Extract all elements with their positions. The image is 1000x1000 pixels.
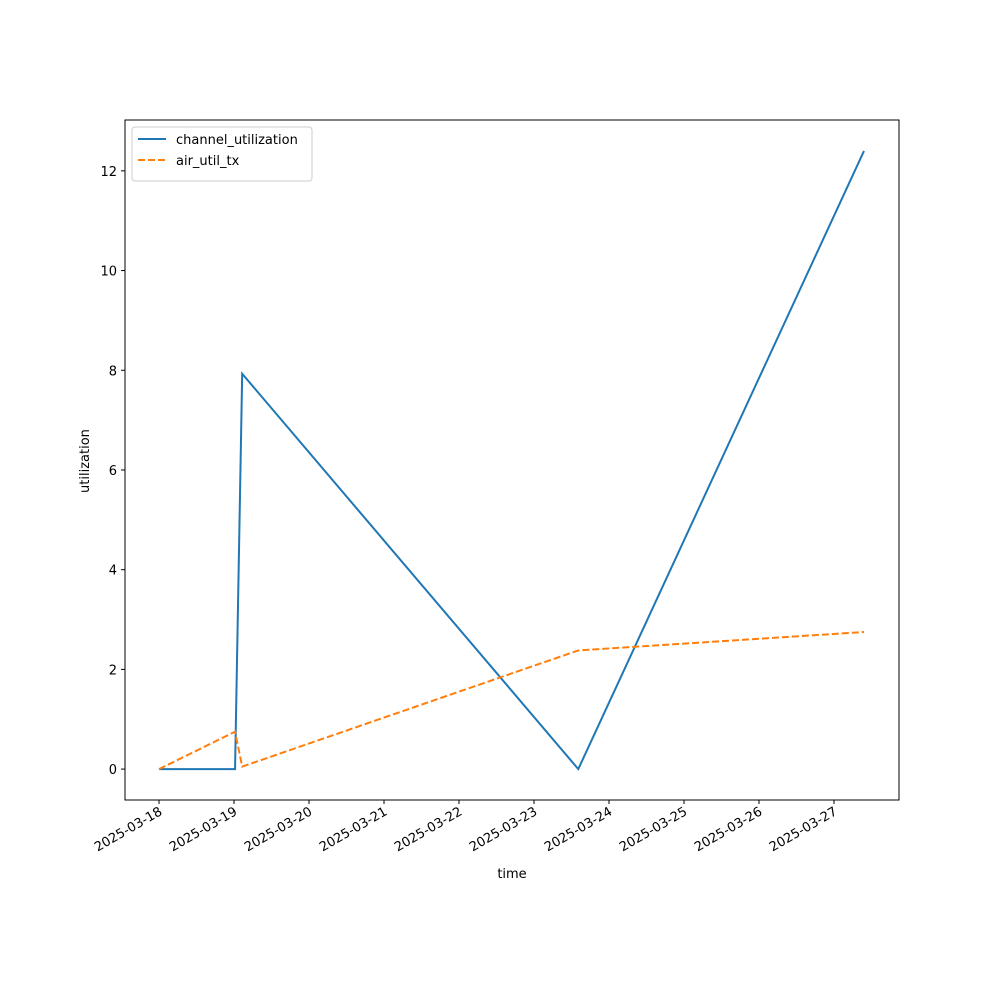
y-tick-label: 0 [109,763,117,778]
y-tick-label: 4 [109,564,117,579]
y-tick-label: 12 [100,165,117,180]
legend-label: air_util_tx [176,154,240,169]
y-tick-label: 8 [109,364,117,379]
legend-box [131,126,313,182]
y-axis-label: utilization [78,429,93,493]
series-line [159,150,865,771]
y-tick-label: 2 [109,663,117,678]
y-tick-label: 6 [109,464,117,479]
legend-label: channel_utilization [176,133,298,148]
x-axis-label: time [497,867,526,882]
series-line [158,630,865,770]
plot-frame [124,119,900,801]
y-tick-label: 10 [100,265,117,280]
